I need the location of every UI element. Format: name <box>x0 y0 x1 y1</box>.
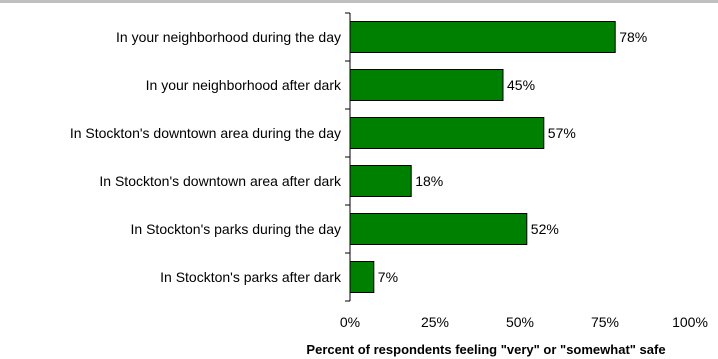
category-label: In Stockton's downtown area during the d… <box>70 125 341 141</box>
x-tick-label: 0% <box>340 314 360 330</box>
data-label: 7% <box>378 269 398 285</box>
data-label: 45% <box>507 77 535 93</box>
x-tick-label: 75% <box>591 314 619 330</box>
category-label: In your neighborhood during the day <box>116 29 341 45</box>
bar <box>349 21 616 53</box>
data-label: 18% <box>415 173 443 189</box>
data-label: 78% <box>619 29 647 45</box>
x-axis-title: Percent of respondents feeling "very" or… <box>306 342 665 357</box>
category-label: In Stockton's downtown area after dark <box>99 173 342 189</box>
bars-layer: 78% 45% 57% 18% 52% 7% <box>349 21 647 293</box>
data-label: 57% <box>548 125 576 141</box>
x-tick-label: 25% <box>421 314 449 330</box>
category-label: In your neighborhood after dark <box>146 77 342 93</box>
data-label: 52% <box>531 221 559 237</box>
x-tick-label: 100% <box>672 314 708 330</box>
top-rule <box>0 0 718 3</box>
bar <box>349 69 504 101</box>
bar <box>349 261 375 293</box>
x-tick-label: 50% <box>506 314 534 330</box>
category-label: In Stockton's parks during the day <box>131 221 341 237</box>
bar <box>349 117 545 149</box>
bar <box>349 165 412 197</box>
axis-layer: In your neighborhood during the day In yo… <box>70 12 708 330</box>
category-label: In Stockton's parks after dark <box>160 269 342 285</box>
bar <box>349 213 528 245</box>
